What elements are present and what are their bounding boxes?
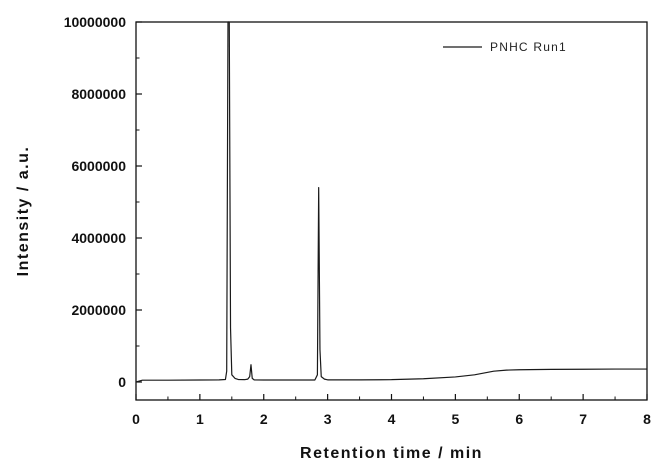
legend: PNHC Run1	[443, 40, 567, 54]
x-tick-label: 3	[324, 411, 332, 427]
plot-frame	[135, 21, 648, 401]
x-tick-label: 1	[196, 411, 204, 427]
series-layer	[135, 21, 647, 383]
y-tick-label: 4000000	[71, 230, 126, 246]
x-tick-label: 8	[643, 411, 651, 427]
x-tick-label: 6	[515, 411, 523, 427]
x-tick-label: 0	[132, 411, 140, 427]
x-tick-label: 5	[451, 411, 459, 427]
y-tick-label: 0	[118, 374, 126, 390]
y-tick-label: 6000000	[71, 158, 126, 174]
ticks: 0 1 2 3 4 5 6 7 8 0 2000000 4000000 6000000 8000000 10…	[64, 14, 651, 427]
legend-label: PNHC Run1	[490, 40, 567, 54]
y-axis-title: Intensity / a.u.	[15, 146, 32, 277]
x-tick-label: 7	[579, 411, 587, 427]
y-tick-label: 2000000	[71, 302, 126, 318]
x-tick-label: 4	[388, 411, 396, 427]
x-axis-title: Retention time / min	[300, 445, 483, 462]
y-tick-label: 8000000	[71, 86, 126, 102]
axes	[135, 21, 648, 401]
series-line	[135, 21, 647, 383]
y-tick-label: 10000000	[64, 14, 127, 30]
x-tick-label: 2	[260, 411, 268, 427]
